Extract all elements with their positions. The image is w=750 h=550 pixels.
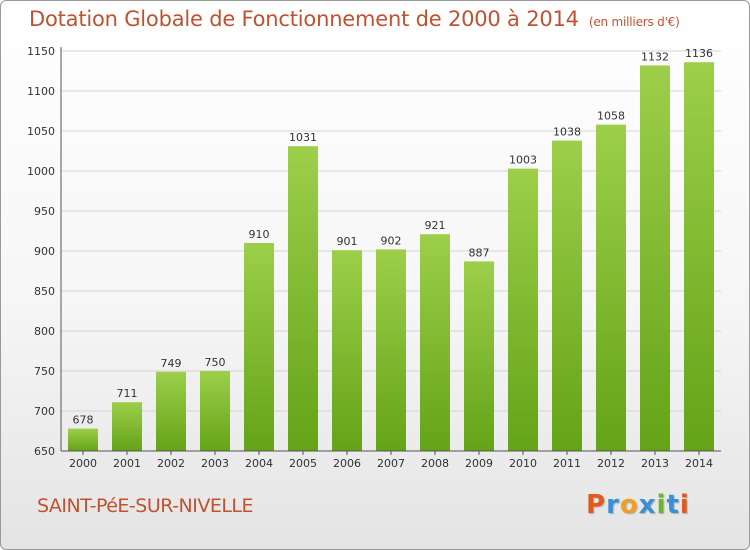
x-tick-label-2012: 2012 bbox=[597, 457, 625, 470]
y-tick-label: 650 bbox=[34, 445, 55, 458]
x-tick-label-2002: 2002 bbox=[157, 457, 185, 470]
y-tick-label: 950 bbox=[34, 205, 55, 218]
chart-title-text: Dotation Globale de Fonctionnement de 20… bbox=[29, 7, 579, 31]
data-label-2002: 749 bbox=[161, 357, 182, 370]
bar-2012 bbox=[596, 124, 626, 451]
bar-2001 bbox=[112, 402, 142, 451]
bar-2005 bbox=[288, 146, 318, 451]
data-label-2005: 1031 bbox=[289, 131, 317, 144]
data-label-2013: 1132 bbox=[641, 50, 669, 63]
data-label-2011: 1038 bbox=[553, 126, 581, 139]
y-tick-label: 900 bbox=[34, 245, 55, 258]
y-tick-label: 700 bbox=[34, 405, 55, 418]
x-tick-label-2011: 2011 bbox=[553, 457, 581, 470]
x-tick-label-2007: 2007 bbox=[377, 457, 405, 470]
chart-title: Dotation Globale de Fonctionnement de 20… bbox=[29, 7, 680, 31]
logo-letter: P bbox=[586, 490, 607, 520]
bar-2006 bbox=[332, 250, 362, 451]
x-tick-label-2006: 2006 bbox=[333, 457, 361, 470]
logo-letter: i bbox=[656, 490, 667, 520]
bars bbox=[68, 62, 714, 452]
data-label-2010: 1003 bbox=[509, 154, 537, 167]
chart-subtitle: (en milliers d'€) bbox=[588, 15, 680, 29]
data-label-2000: 678 bbox=[73, 414, 94, 427]
bar-2004 bbox=[244, 243, 274, 451]
proxiti-logo: Proxiti bbox=[586, 490, 690, 520]
x-tick-label-2004: 2004 bbox=[245, 457, 273, 470]
bar-2003 bbox=[200, 371, 230, 451]
bar-2011 bbox=[552, 140, 582, 451]
data-label-2014: 1136 bbox=[685, 47, 713, 60]
data-label-2009: 887 bbox=[469, 246, 490, 259]
x-tick-label-2013: 2013 bbox=[641, 457, 669, 470]
data-label-2012: 1058 bbox=[597, 110, 625, 123]
data-label-2008: 921 bbox=[425, 219, 446, 232]
labels: 650 700 750 800 850 900 950 1000 1050 1100 1150 678… bbox=[27, 45, 713, 470]
x-tick-label-2000: 2000 bbox=[69, 457, 97, 470]
data-label-2007: 902 bbox=[381, 234, 402, 247]
y-tick-label: 800 bbox=[34, 325, 55, 338]
y-tick-label: 850 bbox=[34, 285, 55, 298]
y-tick-label: 750 bbox=[34, 365, 55, 378]
bar-2009 bbox=[464, 261, 494, 451]
bar-2002 bbox=[156, 371, 186, 451]
data-label-2006: 901 bbox=[337, 235, 358, 248]
logo-letter: i bbox=[679, 490, 690, 520]
x-tick-label-2005: 2005 bbox=[289, 457, 317, 470]
x-tick-label-2010: 2010 bbox=[509, 457, 537, 470]
data-label-2004: 910 bbox=[249, 228, 270, 241]
logo-letter: t bbox=[666, 490, 680, 520]
bar-2010 bbox=[508, 168, 538, 451]
x-tick-label-2001: 2001 bbox=[113, 457, 141, 470]
axes bbox=[60, 47, 721, 455]
logo-letter: o bbox=[619, 490, 639, 520]
x-tick-label-2003: 2003 bbox=[201, 457, 229, 470]
commune-name: SAINT-PéE-SUR-NIVELLE bbox=[37, 495, 254, 517]
y-tick-label: 1100 bbox=[27, 85, 55, 98]
x-tick-label-2008: 2008 bbox=[421, 457, 449, 470]
logo-letter: x bbox=[638, 490, 657, 520]
data-label-2003: 750 bbox=[205, 356, 226, 369]
x-tick-label-2009: 2009 bbox=[465, 457, 493, 470]
y-tick-label: 1000 bbox=[27, 165, 55, 178]
y-tick-label: 1150 bbox=[27, 45, 55, 58]
y-tick-label: 1050 bbox=[27, 125, 55, 138]
x-tick-label-2014: 2014 bbox=[685, 457, 713, 470]
bar-2014 bbox=[684, 62, 714, 451]
bar-2007 bbox=[376, 249, 406, 451]
logo-letter: r bbox=[606, 490, 620, 520]
bar-2008 bbox=[420, 234, 450, 451]
bar-2013 bbox=[640, 65, 670, 452]
data-label-2001: 711 bbox=[117, 387, 138, 400]
bar-2000 bbox=[68, 428, 98, 451]
